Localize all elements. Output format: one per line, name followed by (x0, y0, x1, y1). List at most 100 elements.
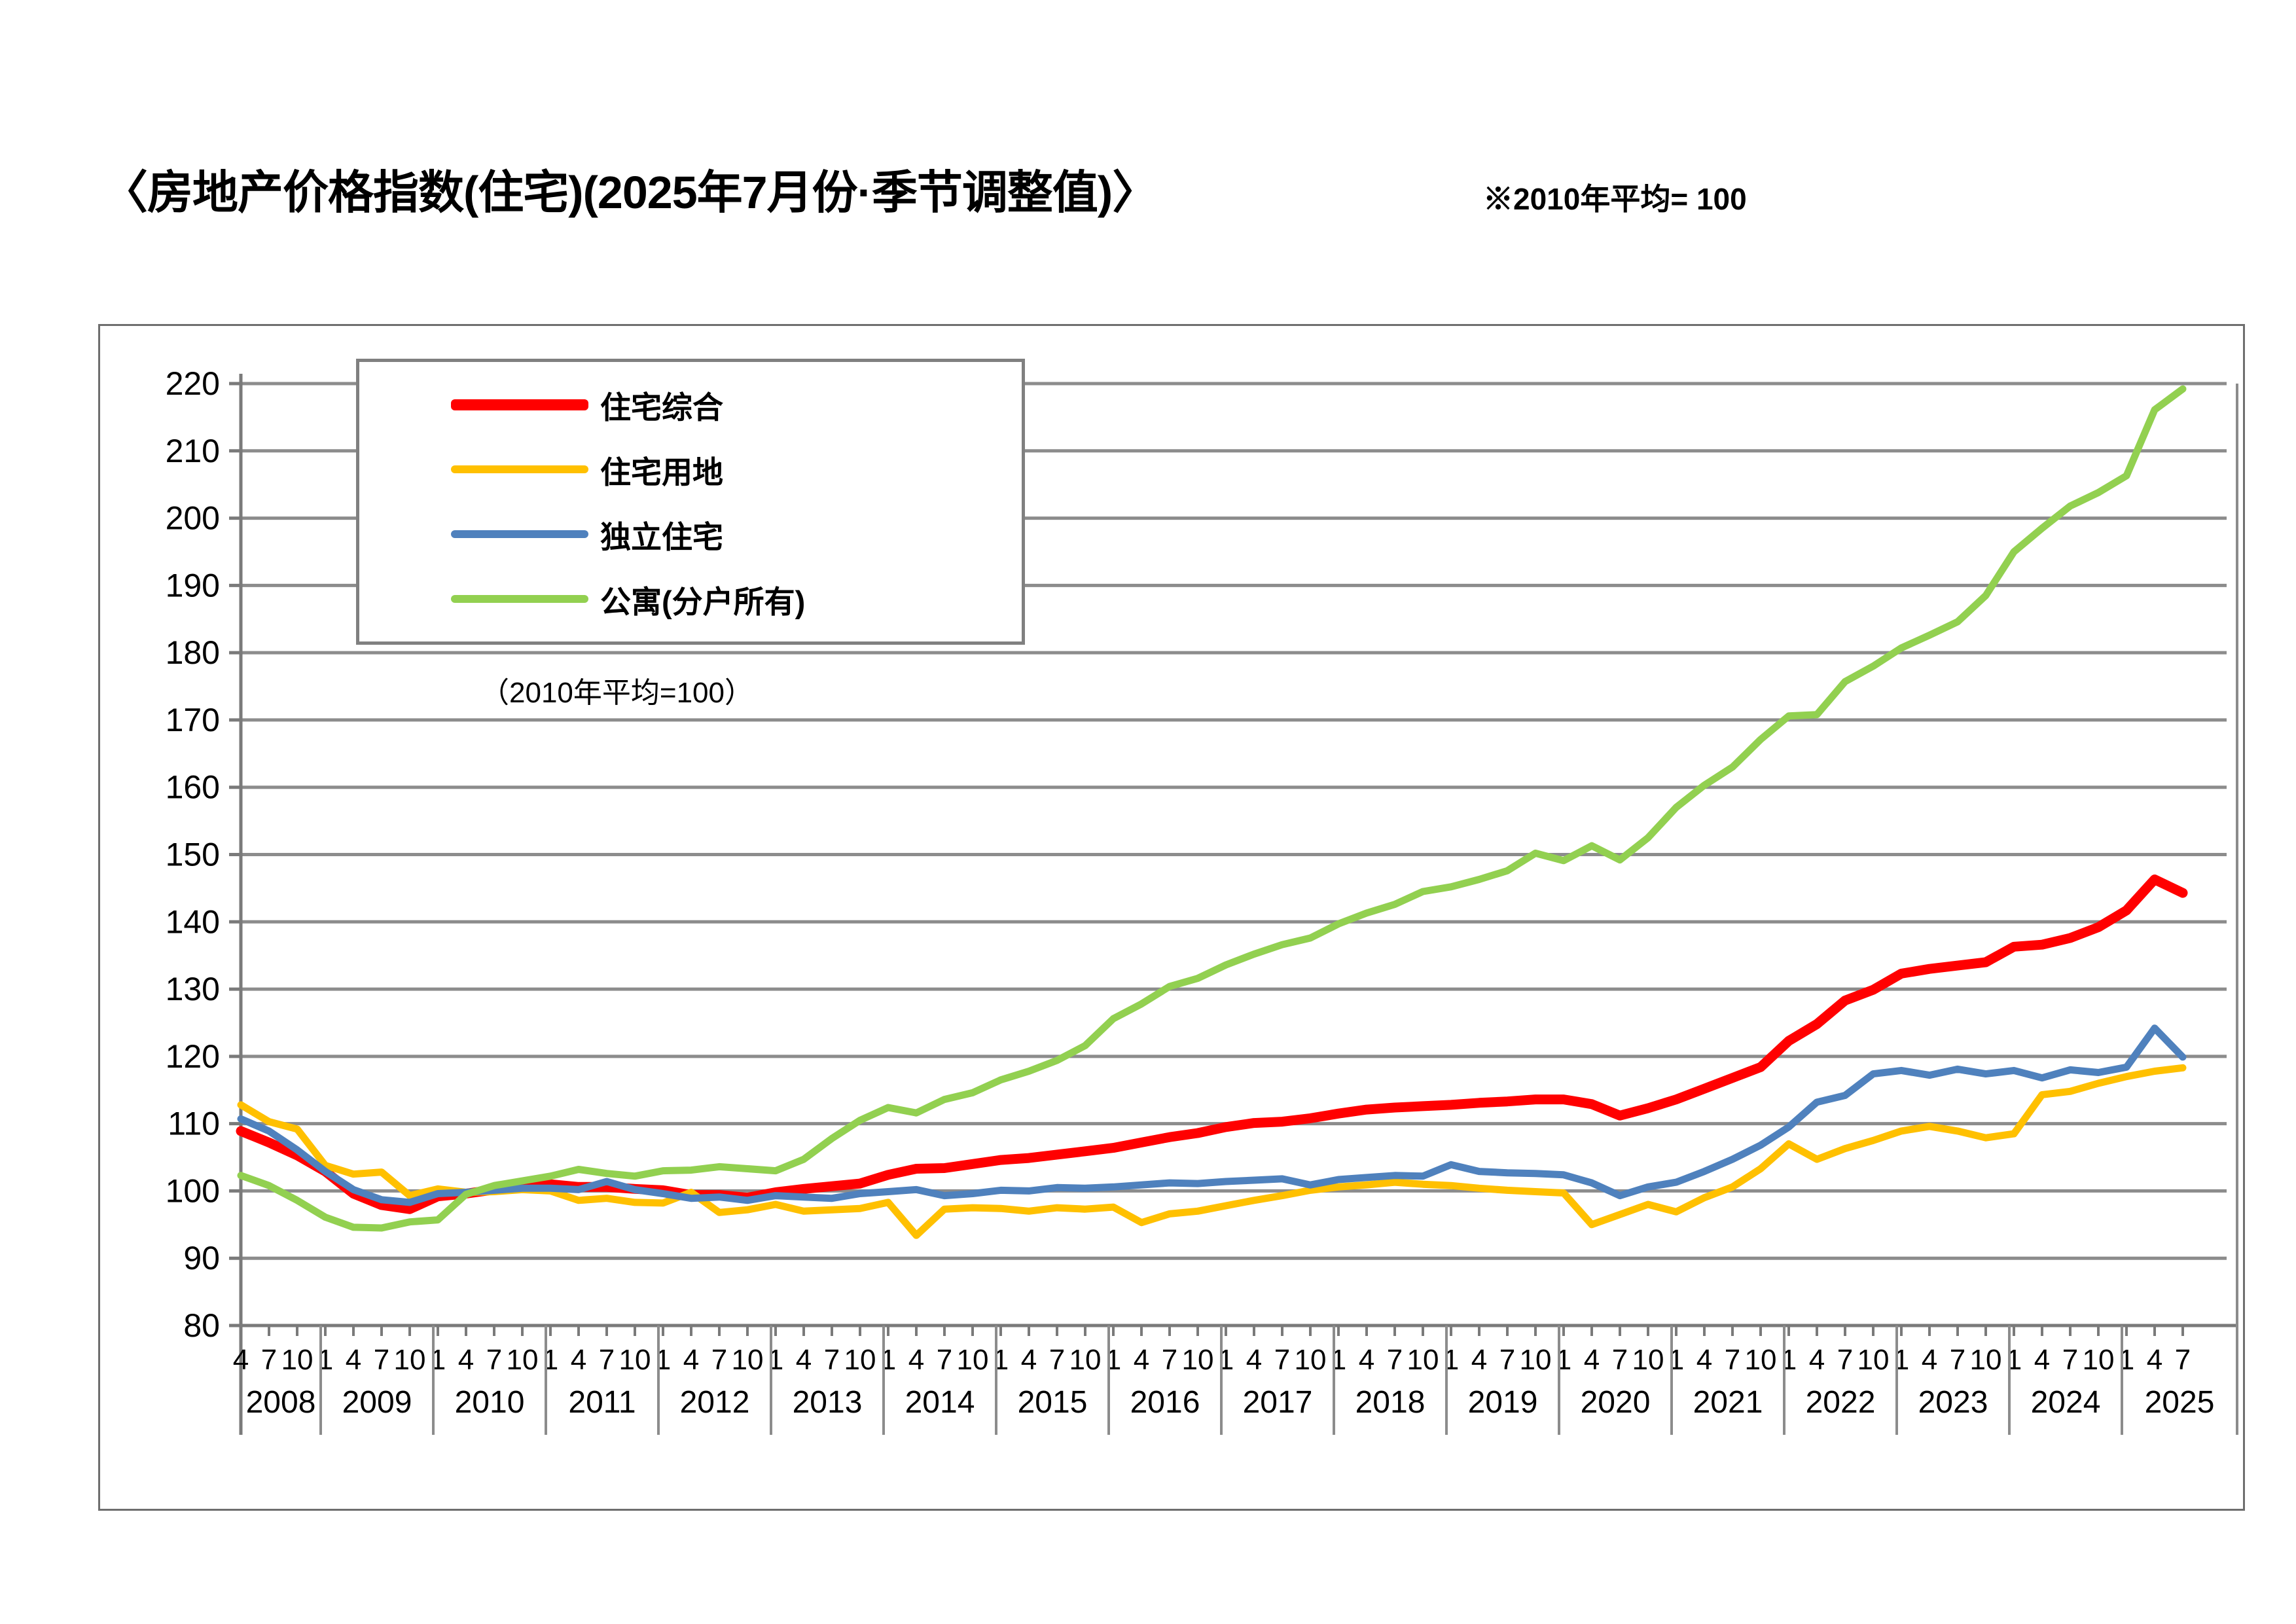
svg-text:110: 110 (168, 1106, 220, 1142)
svg-text:4: 4 (1584, 1344, 1600, 1376)
svg-text:7: 7 (261, 1344, 277, 1376)
svg-text:10: 10 (1745, 1344, 1777, 1376)
svg-text:10: 10 (1520, 1344, 1552, 1376)
svg-text:10: 10 (1295, 1344, 1327, 1376)
svg-text:4: 4 (2034, 1344, 2050, 1376)
svg-text:4: 4 (1021, 1344, 1037, 1376)
svg-text:10: 10 (507, 1344, 539, 1376)
svg-text:140: 140 (166, 903, 220, 940)
legend-item-condo: 公寓(分户所有) (451, 570, 1022, 628)
svg-text:10: 10 (957, 1344, 989, 1376)
legend-box: 住宅综合 住宅用地 独立住宅 公寓(分户所有) (356, 359, 1025, 645)
svg-text:4: 4 (1922, 1344, 1937, 1376)
legend-subnote: （2010年平均=100） (462, 664, 772, 716)
svg-text:2024: 2024 (2031, 1385, 2101, 1420)
svg-text:4: 4 (908, 1344, 924, 1376)
svg-text:2013: 2013 (793, 1385, 863, 1420)
legend-label-detached: 独立住宅 (600, 519, 723, 554)
svg-text:10: 10 (619, 1344, 651, 1376)
svg-text:10: 10 (281, 1344, 314, 1376)
svg-text:2015: 2015 (1018, 1385, 1088, 1420)
svg-text:150: 150 (166, 837, 220, 873)
svg-text:4: 4 (346, 1344, 361, 1376)
svg-text:130: 130 (166, 971, 220, 1007)
svg-text:2009: 2009 (342, 1385, 412, 1420)
svg-text:2022: 2022 (1806, 1385, 1876, 1420)
svg-text:2023: 2023 (1918, 1385, 1988, 1420)
legend-line-condo-icon (451, 595, 588, 603)
svg-text:2020: 2020 (1581, 1385, 1651, 1420)
svg-text:2018: 2018 (1355, 1385, 1426, 1420)
svg-text:7: 7 (1387, 1344, 1403, 1376)
svg-text:7: 7 (1837, 1344, 1853, 1376)
svg-text:7: 7 (1725, 1344, 1740, 1376)
svg-text:10: 10 (1069, 1344, 1102, 1376)
svg-text:10: 10 (1632, 1344, 1664, 1376)
svg-text:7: 7 (1274, 1344, 1290, 1376)
svg-text:90: 90 (183, 1240, 220, 1276)
svg-text:4: 4 (458, 1344, 474, 1376)
svg-text:10: 10 (732, 1344, 764, 1376)
svg-text:7: 7 (1950, 1344, 1965, 1376)
legend-item-land: 住宅用地 (451, 441, 1022, 498)
svg-text:2025: 2025 (2145, 1385, 2215, 1420)
svg-text:4: 4 (1696, 1344, 1712, 1376)
svg-text:4: 4 (1359, 1344, 1374, 1376)
svg-text:7: 7 (1049, 1344, 1065, 1376)
svg-text:2016: 2016 (1130, 1385, 1200, 1420)
svg-text:10: 10 (844, 1344, 876, 1376)
svg-text:2017: 2017 (1243, 1385, 1313, 1420)
svg-text:2011: 2011 (568, 1385, 636, 1420)
svg-text:80: 80 (183, 1307, 220, 1344)
svg-text:7: 7 (1162, 1344, 1177, 1376)
svg-text:4: 4 (233, 1344, 249, 1376)
svg-text:200: 200 (166, 500, 220, 537)
svg-text:100: 100 (166, 1172, 220, 1209)
svg-text:7: 7 (711, 1344, 727, 1376)
svg-text:7: 7 (2175, 1344, 2191, 1376)
svg-text:4: 4 (1134, 1344, 1149, 1376)
svg-text:2021: 2021 (1693, 1385, 1763, 1420)
svg-text:7: 7 (2062, 1344, 2078, 1376)
svg-text:2008: 2008 (246, 1385, 316, 1420)
svg-text:120: 120 (166, 1038, 220, 1075)
svg-text:4: 4 (796, 1344, 812, 1376)
svg-text:210: 210 (166, 433, 220, 469)
svg-text:7: 7 (824, 1344, 840, 1376)
svg-text:10: 10 (394, 1344, 426, 1376)
svg-text:2010: 2010 (455, 1385, 525, 1420)
svg-text:7: 7 (937, 1344, 952, 1376)
svg-text:2014: 2014 (905, 1385, 975, 1420)
svg-text:220: 220 (166, 365, 220, 402)
svg-text:2012: 2012 (680, 1385, 750, 1420)
legend-item-overall: 住宅综合 (451, 376, 1022, 433)
svg-text:4: 4 (1809, 1344, 1825, 1376)
svg-text:4: 4 (683, 1344, 699, 1376)
legend-line-overall-icon (451, 399, 588, 410)
legend-label-condo: 公寓(分户所有) (600, 584, 806, 619)
svg-text:7: 7 (1499, 1344, 1515, 1376)
svg-text:10: 10 (1970, 1344, 2002, 1376)
svg-text:4: 4 (1471, 1344, 1487, 1376)
svg-text:7: 7 (1612, 1344, 1628, 1376)
svg-text:7: 7 (486, 1344, 502, 1376)
svg-text:190: 190 (166, 567, 220, 604)
svg-text:160: 160 (166, 769, 220, 806)
svg-text:170: 170 (166, 702, 220, 738)
page-title: 〈房地产价格指数(住宅)(2025年7月份·季节调整值)〉 (102, 167, 1158, 218)
svg-text:10: 10 (1182, 1344, 1214, 1376)
svg-text:180: 180 (166, 634, 220, 671)
svg-text:2019: 2019 (1468, 1385, 1538, 1420)
svg-text:4: 4 (1246, 1344, 1262, 1376)
base-year-note: ※2010年平均= 100 (1483, 182, 1747, 216)
legend-item-detached: 独立住宅 (451, 505, 1022, 563)
svg-text:4: 4 (2147, 1344, 2162, 1376)
svg-text:4: 4 (571, 1344, 586, 1376)
legend-label-land: 住宅用地 (600, 454, 723, 490)
svg-text:7: 7 (374, 1344, 389, 1376)
svg-text:10: 10 (2083, 1344, 2115, 1376)
legend-label-overall: 住宅综合 (600, 389, 723, 425)
legend-line-detached-icon (451, 530, 588, 538)
